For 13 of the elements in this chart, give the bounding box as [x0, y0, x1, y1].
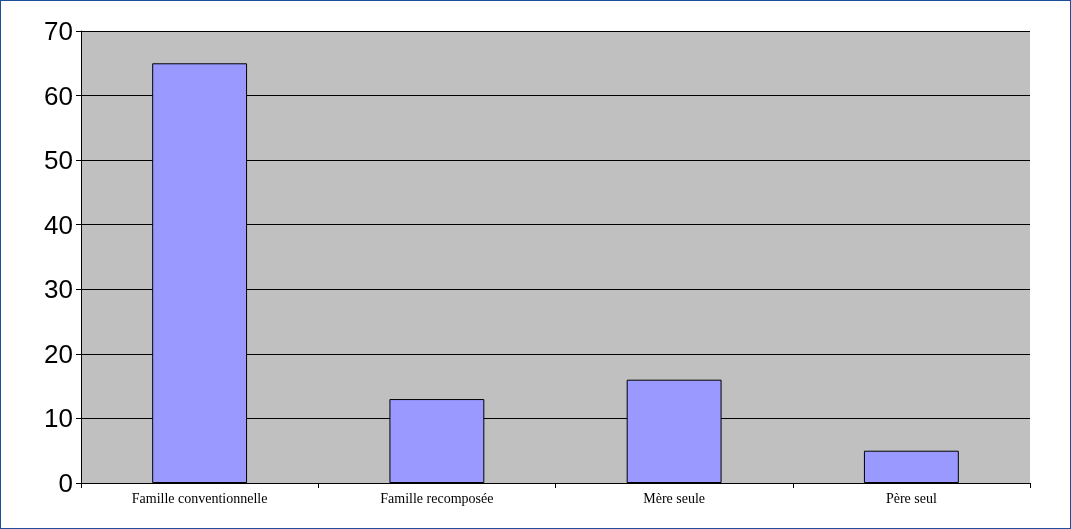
y-tick-label: 0 — [58, 468, 73, 498]
y-tick-label: 20 — [44, 338, 73, 369]
x-tick-label: Famille recomposée — [380, 490, 494, 506]
y-tick-label: 60 — [44, 80, 73, 111]
x-tick-label: Famille conventionnelle — [131, 490, 268, 506]
x-tick-label: Père seul — [885, 490, 937, 506]
y-tick-label: 40 — [44, 209, 73, 240]
y-tick-label: 50 — [44, 145, 73, 176]
y-tick-label: 30 — [44, 274, 73, 305]
y-tick-label: 10 — [44, 403, 73, 434]
bar — [863, 450, 959, 483]
y-tick-label: 70 — [44, 16, 73, 46]
x-tick-label: Mère seule — [643, 490, 706, 506]
